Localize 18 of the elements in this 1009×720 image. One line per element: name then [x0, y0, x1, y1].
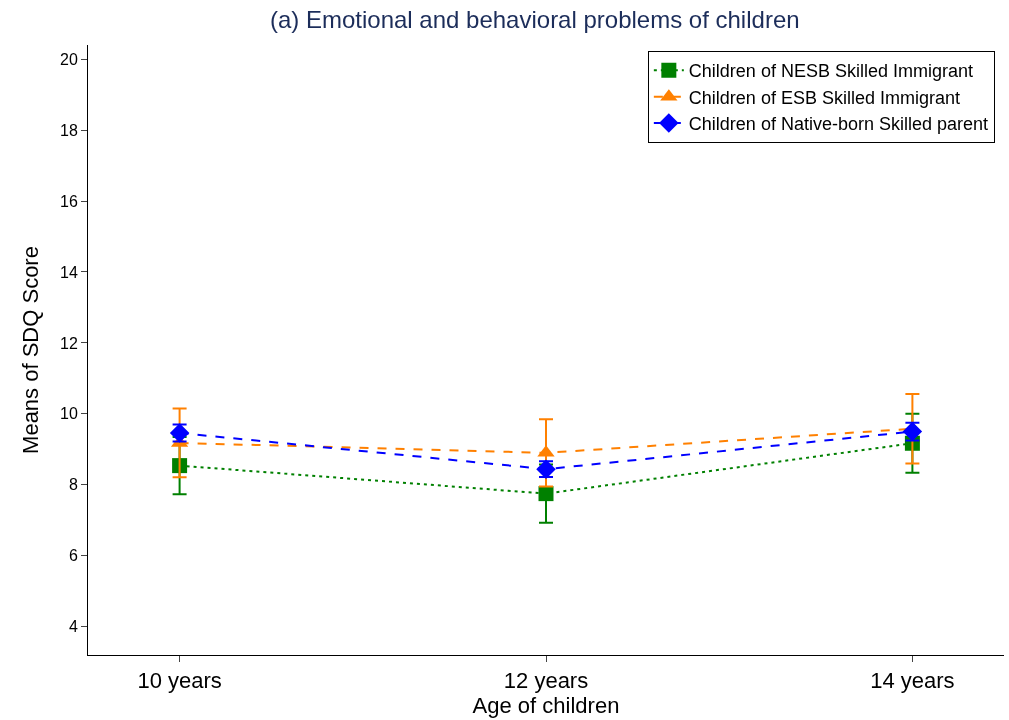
y-tick-label: 20	[60, 50, 78, 68]
y-tick-label: 8	[68, 476, 78, 494]
y-tick-label: 16	[60, 192, 78, 210]
legend-label: Children of ESB Skilled Immigrant	[688, 87, 960, 108]
y-axis-title: Means of SDQ Score	[17, 246, 43, 454]
y-tick-label: 4	[68, 618, 78, 636]
x-tick-label: 12 years	[503, 668, 589, 694]
y-tick-label: 10	[60, 405, 78, 423]
x-axis-title: Age of children	[472, 693, 620, 719]
y-tick-label: 14	[60, 263, 78, 281]
x-tick-label: 14 years	[870, 668, 955, 694]
chart-title: (a) Emotional and behavioral problems of children	[269, 5, 800, 33]
x-tick-label: 10 years	[137, 668, 222, 694]
y-tick-label: 12	[60, 334, 78, 352]
y-tick-label: 6	[68, 547, 78, 565]
y-tick-label: 18	[60, 121, 78, 139]
legend-label: Children of NESB Skilled Immigrant	[688, 61, 973, 82]
legend-label: Children of Native-born Skilled parent	[688, 114, 988, 135]
